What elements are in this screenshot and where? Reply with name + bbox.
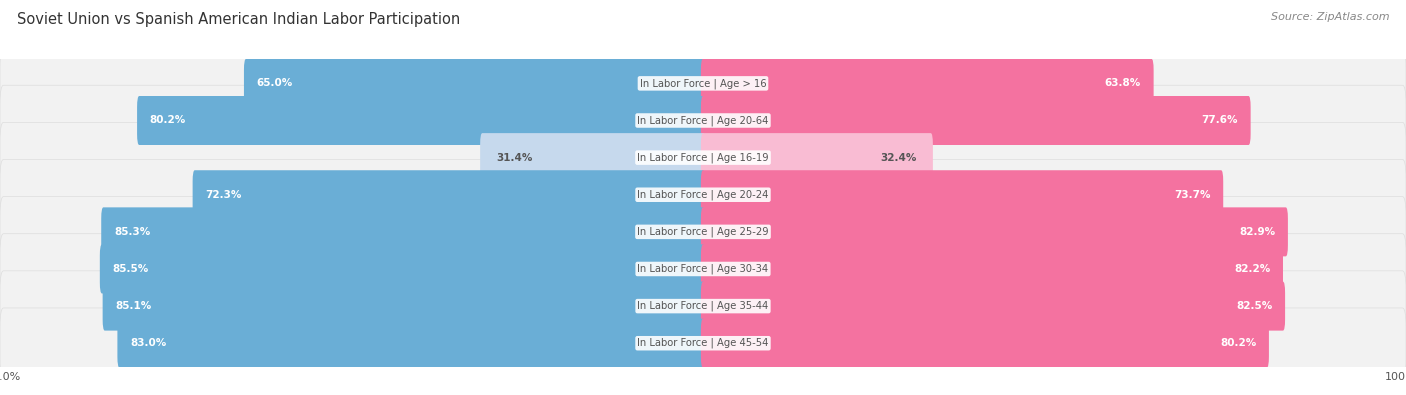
FancyBboxPatch shape	[0, 234, 1406, 304]
Text: 72.3%: 72.3%	[205, 190, 242, 200]
FancyBboxPatch shape	[193, 170, 704, 219]
FancyBboxPatch shape	[700, 96, 1251, 145]
FancyBboxPatch shape	[101, 207, 704, 256]
FancyBboxPatch shape	[700, 170, 1223, 219]
Text: In Labor Force | Age 35-44: In Labor Force | Age 35-44	[637, 301, 769, 311]
Text: In Labor Force | Age 45-54: In Labor Force | Age 45-54	[637, 338, 769, 348]
Text: 85.1%: 85.1%	[115, 301, 152, 311]
FancyBboxPatch shape	[700, 245, 1282, 293]
Text: 63.8%: 63.8%	[1105, 78, 1142, 88]
Text: 83.0%: 83.0%	[129, 338, 166, 348]
FancyBboxPatch shape	[103, 282, 704, 331]
Text: 82.9%: 82.9%	[1239, 227, 1275, 237]
Text: In Labor Force | Age 16-19: In Labor Force | Age 16-19	[637, 152, 769, 163]
Text: 82.2%: 82.2%	[1234, 264, 1271, 274]
Text: 73.7%: 73.7%	[1174, 190, 1211, 200]
FancyBboxPatch shape	[0, 308, 1406, 378]
FancyBboxPatch shape	[0, 48, 1406, 118]
FancyBboxPatch shape	[138, 96, 704, 145]
Text: 80.2%: 80.2%	[149, 115, 186, 126]
Text: Soviet Union vs Spanish American Indian Labor Participation: Soviet Union vs Spanish American Indian …	[17, 12, 460, 27]
FancyBboxPatch shape	[481, 133, 706, 182]
Text: 85.5%: 85.5%	[112, 264, 149, 274]
Text: In Labor Force | Age 20-64: In Labor Force | Age 20-64	[637, 115, 769, 126]
FancyBboxPatch shape	[0, 122, 1406, 193]
Text: In Labor Force | Age > 16: In Labor Force | Age > 16	[640, 78, 766, 88]
Text: 85.3%: 85.3%	[114, 227, 150, 237]
FancyBboxPatch shape	[700, 207, 1288, 256]
Text: 65.0%: 65.0%	[256, 78, 292, 88]
FancyBboxPatch shape	[700, 133, 934, 182]
Text: In Labor Force | Age 25-29: In Labor Force | Age 25-29	[637, 227, 769, 237]
FancyBboxPatch shape	[100, 245, 704, 293]
FancyBboxPatch shape	[0, 197, 1406, 267]
Text: 31.4%: 31.4%	[496, 152, 533, 163]
FancyBboxPatch shape	[0, 160, 1406, 230]
FancyBboxPatch shape	[700, 282, 1285, 331]
FancyBboxPatch shape	[700, 59, 1154, 108]
FancyBboxPatch shape	[245, 59, 704, 108]
Text: 80.2%: 80.2%	[1220, 338, 1257, 348]
Text: In Labor Force | Age 20-24: In Labor Force | Age 20-24	[637, 190, 769, 200]
FancyBboxPatch shape	[0, 271, 1406, 341]
Text: Source: ZipAtlas.com: Source: ZipAtlas.com	[1271, 12, 1389, 22]
FancyBboxPatch shape	[700, 319, 1268, 368]
Text: 77.6%: 77.6%	[1202, 115, 1237, 126]
Text: In Labor Force | Age 30-34: In Labor Force | Age 30-34	[637, 264, 769, 274]
FancyBboxPatch shape	[0, 85, 1406, 156]
Text: 82.5%: 82.5%	[1236, 301, 1272, 311]
Text: 32.4%: 32.4%	[880, 152, 917, 163]
FancyBboxPatch shape	[117, 319, 704, 368]
